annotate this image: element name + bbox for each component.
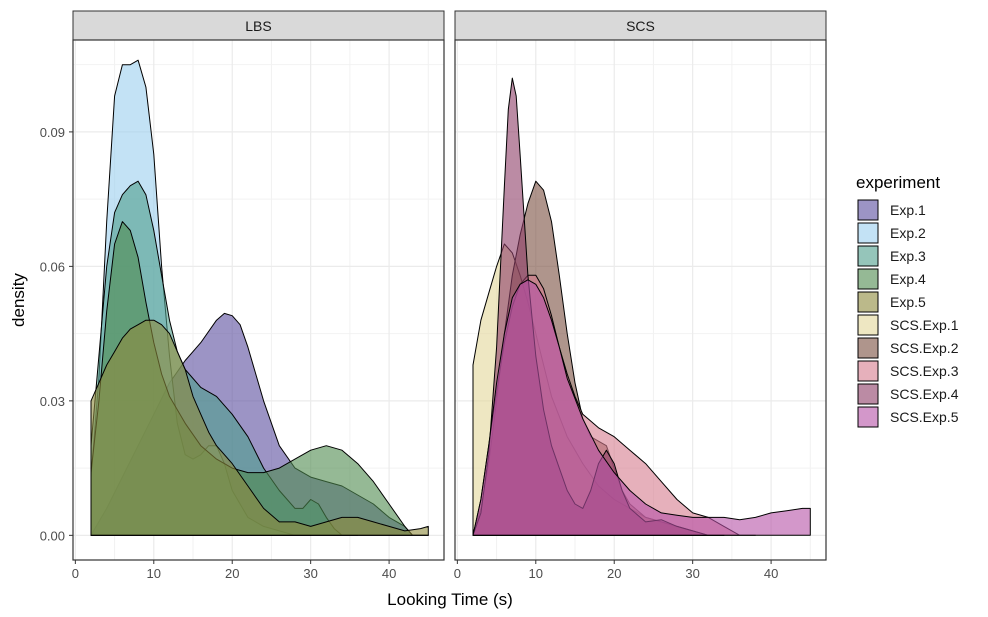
legend-item-scs-exp-1: SCS.Exp.1: [857, 314, 959, 336]
legend-item-exp-1: Exp.1: [857, 199, 926, 221]
legend-swatch: [857, 360, 879, 382]
x-tick-label: 0: [72, 566, 79, 581]
legend-label: SCS.Exp.3: [890, 363, 959, 379]
panel-lbs: LBS: [72, 10, 445, 561]
legend-items: Exp.1 Exp.2 Exp.3 Exp.4 Exp.5 SCS.Exp.1 SCS.Ex…: [857, 199, 959, 428]
legend-label: Exp.5: [890, 294, 926, 310]
panel-border: [72, 39, 445, 561]
legend-label: Exp.2: [890, 225, 926, 241]
legend-swatch: [857, 199, 879, 221]
legend-label: Exp.3: [890, 248, 926, 264]
panel-scs: SCS: [454, 10, 827, 561]
legend-item-exp-3: Exp.3: [857, 245, 926, 267]
y-tick-label: 0.06: [40, 259, 65, 274]
y-axis-title: density: [9, 273, 28, 327]
legend-swatch: [857, 222, 879, 244]
legend-label: SCS.Exp.2: [890, 340, 959, 356]
legend-swatch: [857, 291, 879, 313]
legend-swatch: [857, 337, 879, 359]
y-tick-label: 0.09: [40, 125, 65, 140]
x-tick-label: 30: [685, 566, 699, 581]
x-tick-label: 10: [529, 566, 543, 581]
legend-item-exp-4: Exp.4: [857, 268, 926, 290]
y-tick-label: 0.03: [40, 394, 65, 409]
legend-swatch: [857, 314, 879, 336]
panels-layer: LBS SCS: [72, 10, 827, 561]
legend: experiment Exp.1 Exp.2 Exp.3 Exp.4 Exp.5 SCS.…: [856, 173, 959, 428]
legend-item-scs-exp-2: SCS.Exp.2: [857, 337, 959, 359]
legend-label: SCS.Exp.1: [890, 317, 959, 333]
legend-item-scs-exp-4: SCS.Exp.4: [857, 383, 959, 405]
panel-strip: [454, 10, 827, 41]
legend-label: SCS.Exp.5: [890, 409, 959, 425]
legend-item-exp-5: Exp.5: [857, 291, 926, 313]
legend-swatch: [857, 245, 879, 267]
legend-swatch: [857, 383, 879, 405]
density-area-exp-5: [90, 319, 429, 536]
panel-strip: [72, 10, 445, 41]
panel-strip-label: LBS: [245, 18, 271, 34]
legend-item-exp-2: Exp.2: [857, 222, 926, 244]
x-tick-label: 40: [764, 566, 778, 581]
y-tick-label: 0.00: [40, 528, 65, 543]
density-area-scs-exp-5: [472, 279, 811, 536]
x-tick-label: 20: [607, 566, 621, 581]
x-tick-label: 30: [303, 566, 317, 581]
x-tick-label: 10: [147, 566, 161, 581]
legend-label: Exp.1: [890, 202, 926, 218]
x-tick-label: 0: [454, 566, 461, 581]
legend-label: SCS.Exp.4: [890, 386, 959, 402]
legend-swatch: [857, 268, 879, 290]
axes-layer: 0 10 20 30 40 0.00 0.03 0.06 0.09 0 10 20 30 40: [40, 125, 779, 581]
x-tick-label: 40: [382, 566, 396, 581]
panel-border: [454, 39, 827, 561]
legend-item-scs-exp-3: SCS.Exp.3: [857, 360, 959, 382]
x-axis-title: Looking Time (s): [387, 590, 513, 609]
legend-swatch: [857, 406, 879, 428]
legend-title: experiment: [856, 173, 940, 192]
panel-strip-label: SCS: [626, 18, 655, 34]
legend-item-scs-exp-5: SCS.Exp.5: [857, 406, 959, 428]
x-tick-label: 20: [225, 566, 239, 581]
legend-label: Exp.4: [890, 271, 926, 287]
